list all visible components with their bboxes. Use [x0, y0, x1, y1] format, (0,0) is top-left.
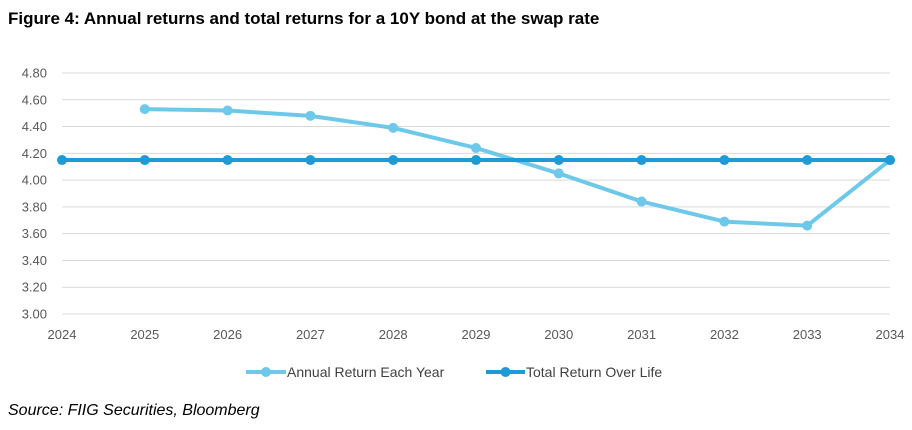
x-axis-ticks: 2024 2025 2026 2027 2028 2029 2030 2031 2032 2033…: [48, 327, 905, 342]
source-note: Source: FIIG Securities, Bloomberg: [8, 402, 260, 419]
data-point: [388, 122, 399, 133]
data-point: [636, 155, 647, 166]
data-point: [222, 155, 233, 166]
series-group: [57, 104, 895, 231]
x-tick-label: 2033: [793, 327, 822, 342]
x-tick-label: 2031: [627, 327, 656, 342]
x-tick-label: 2028: [379, 327, 408, 342]
y-tick-label: 3.20: [22, 280, 47, 295]
y-tick-label: 3.40: [22, 253, 47, 268]
data-point: [885, 155, 895, 166]
data-point: [139, 104, 150, 115]
data-point: [719, 216, 730, 227]
data-point: [305, 110, 316, 121]
gridlines: [62, 72, 890, 315]
y-tick-label: 4.40: [22, 119, 47, 134]
x-tick-label: 2030: [544, 327, 573, 342]
x-tick-label: 2032: [710, 327, 739, 342]
data-point: [139, 155, 150, 166]
data-point: [222, 105, 233, 116]
data-point: [802, 220, 813, 231]
x-tick-label: 2034: [876, 327, 905, 342]
data-point: [553, 155, 564, 166]
legend-marker: [500, 367, 511, 377]
x-tick-label: 2024: [48, 327, 77, 342]
data-point: [553, 168, 564, 179]
x-tick-label: 2029: [462, 327, 491, 342]
y-tick-label: 4.80: [22, 66, 47, 81]
x-tick-label: 2026: [213, 327, 242, 342]
data-point: [57, 155, 67, 166]
chart-title: Figure 4: Annual returns and total retur…: [8, 9, 600, 28]
legend-marker: [261, 367, 271, 377]
legend: Annual Return Each Year Total Return Over…: [246, 364, 662, 380]
y-tick-label: 3.80: [22, 199, 47, 214]
y-axis-ticks: 3.00 3.20 3.40 3.60 3.80 4.00 4.20 4.40 4.60 4.80: [22, 66, 47, 322]
data-point: [388, 155, 399, 166]
data-point: [471, 155, 481, 166]
data-point: [802, 155, 813, 166]
data-point: [719, 155, 730, 166]
y-tick-label: 4.20: [22, 146, 47, 161]
data-point: [636, 196, 647, 207]
y-tick-label: 4.00: [22, 173, 47, 188]
legend-label: Annual Return Each Year: [287, 364, 445, 380]
line-chart: 3.00 3.20 3.40 3.60 3.80 4.00 4.20 4.40 4.60 4.80…: [22, 66, 905, 381]
data-point: [305, 155, 316, 166]
x-tick-label: 2027: [296, 327, 325, 342]
y-tick-label: 4.60: [22, 92, 47, 107]
y-tick-label: 3.60: [22, 226, 47, 241]
x-tick-label: 2025: [130, 327, 159, 342]
data-point: [471, 142, 481, 153]
legend-label: Total Return Over Life: [526, 364, 662, 380]
y-tick-label: 3.00: [22, 307, 47, 322]
